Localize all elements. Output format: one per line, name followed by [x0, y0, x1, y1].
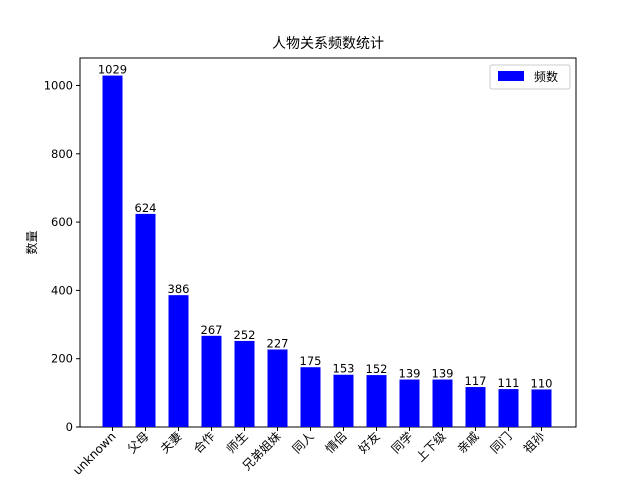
bar	[267, 349, 288, 427]
bar	[234, 340, 255, 427]
legend: 频数	[489, 64, 571, 90]
y-tick-label: 200	[51, 352, 73, 366]
bars	[102, 75, 552, 428]
bar	[135, 213, 156, 427]
bar	[399, 379, 420, 427]
bar-value-label: 227	[267, 336, 289, 350]
bar	[333, 374, 354, 427]
bar-value-label: 139	[432, 367, 454, 381]
bar-value-label: 153	[333, 362, 355, 376]
bar	[102, 75, 123, 428]
bar	[168, 295, 189, 427]
bar	[498, 389, 519, 427]
bar-value-label: 386	[168, 282, 190, 296]
bar	[300, 367, 321, 427]
y-tick-label: 800	[51, 147, 73, 161]
y-tick-label: 400	[51, 283, 73, 297]
y-axis-label: 数量	[24, 230, 39, 254]
bar-value-label: 117	[465, 374, 487, 388]
bar-value-label: 1029	[98, 63, 127, 77]
y-tick-label: 0	[66, 420, 73, 434]
bar	[201, 335, 222, 427]
bar-value-labels: 1029 624 386 267 252 227 175 153 152 139 139 117 111…	[98, 63, 553, 391]
bar	[366, 375, 387, 427]
bar	[531, 389, 552, 427]
y-tick-label: 1000	[44, 78, 73, 92]
legend-label: 频数	[534, 69, 558, 84]
y-axis: 0 200 400 600 800 1000	[44, 78, 80, 434]
bar-value-label: 624	[135, 201, 157, 215]
bar-value-label: 267	[201, 323, 223, 337]
bar-value-label: 252	[234, 328, 256, 342]
bar-value-label: 139	[399, 367, 421, 381]
bar-value-label: 111	[498, 376, 520, 390]
chart-title: 人物关系频数统计	[272, 36, 384, 52]
plot-frame	[79, 57, 577, 428]
plot-area	[79, 57, 577, 428]
y-tick-label: 600	[51, 215, 73, 229]
bar	[432, 379, 453, 427]
legend-swatch	[498, 71, 524, 81]
bar-value-label: 175	[300, 354, 322, 368]
bar-value-label: 152	[366, 362, 388, 376]
bar-value-label: 110	[531, 376, 553, 390]
bar	[465, 387, 486, 427]
